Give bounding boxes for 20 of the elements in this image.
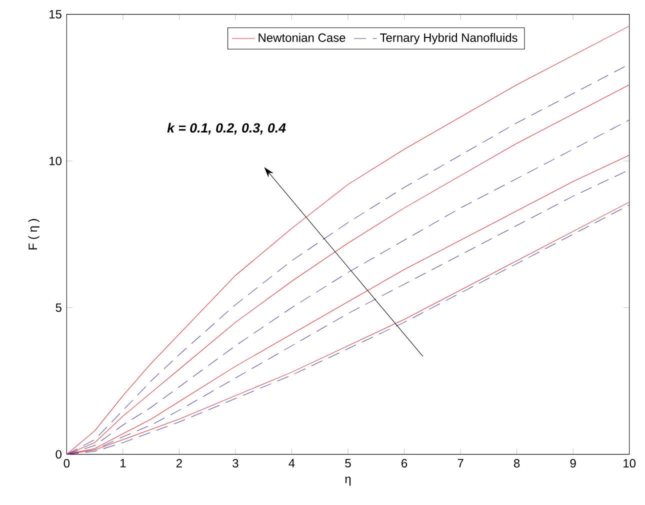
legend-label: Newtonian Case	[258, 33, 346, 42]
y-tick-label: 5	[56, 303, 62, 312]
x-tick-label: 5	[345, 459, 351, 468]
annotation: k = 0.1, 0.2, 0.3, 0.4	[167, 122, 286, 135]
x-tick-label: 2	[176, 459, 182, 468]
x-tick-label: 4	[288, 459, 295, 468]
y-tick-label: 0	[56, 450, 62, 459]
x-tick-label: 7	[458, 459, 464, 468]
x-tick-label: 0	[64, 459, 70, 468]
x-tick-label: 1	[120, 459, 126, 468]
y-axis-title: F ( η )	[28, 219, 40, 250]
x-axis-title: η	[345, 476, 351, 486]
x-tick-label: 3	[232, 459, 238, 468]
x-tick-label: 9	[570, 459, 576, 468]
x-tick-label: 6	[402, 459, 408, 468]
y-tick-label: 15	[50, 10, 62, 19]
x-tick-label: 8	[514, 459, 520, 468]
legend-label: Ternary Hybrid Nanofluids	[380, 33, 518, 44]
y-tick-label: 10	[50, 156, 62, 166]
x-tick-label: 10	[624, 459, 636, 468]
